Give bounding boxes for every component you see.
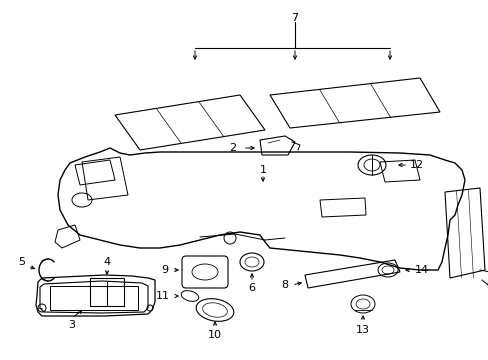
Text: 7: 7 xyxy=(291,13,298,23)
Text: 3: 3 xyxy=(68,320,75,330)
Text: 5: 5 xyxy=(19,257,25,267)
Text: 2: 2 xyxy=(229,143,236,153)
Bar xyxy=(90,278,124,306)
Text: 8: 8 xyxy=(280,280,287,290)
Text: 6: 6 xyxy=(248,283,255,293)
Text: 1: 1 xyxy=(259,165,266,175)
Text: 13: 13 xyxy=(355,325,369,335)
Text: 4: 4 xyxy=(103,257,110,267)
Text: 12: 12 xyxy=(409,160,423,170)
Text: 14: 14 xyxy=(414,265,428,275)
Bar xyxy=(50,286,138,310)
Text: 9: 9 xyxy=(161,265,168,275)
Text: 10: 10 xyxy=(207,330,222,340)
Text: 11: 11 xyxy=(156,291,170,301)
